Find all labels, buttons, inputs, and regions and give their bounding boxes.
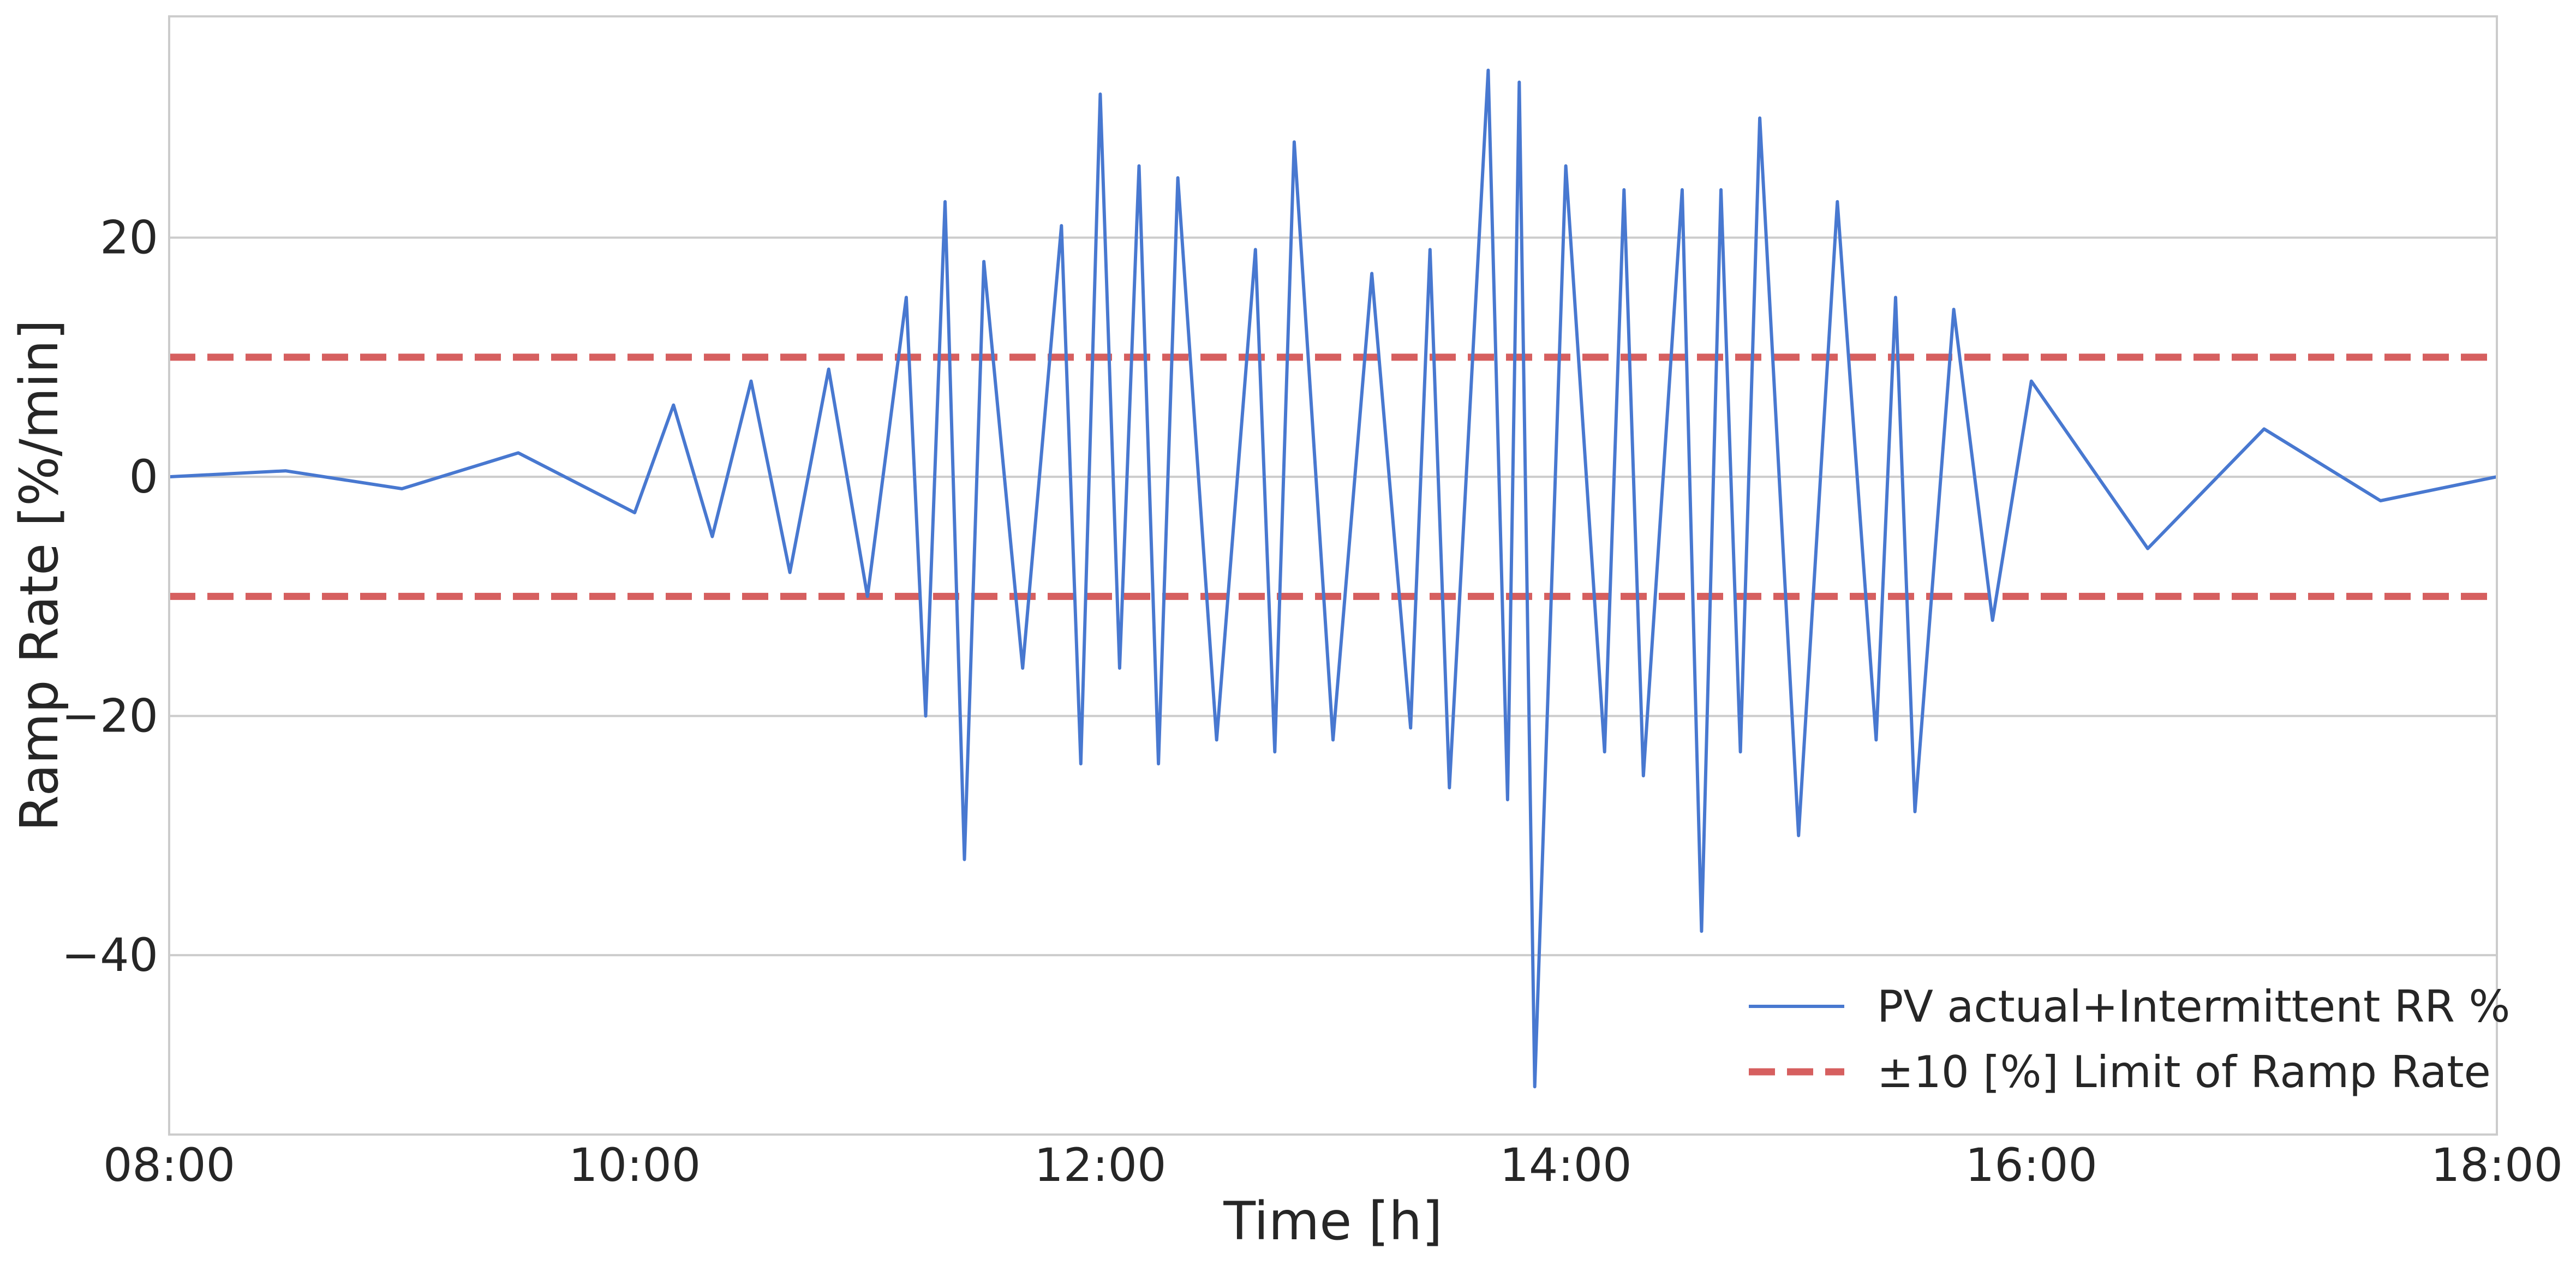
x-tick-label: 16:00 <box>1965 1138 2097 1192</box>
x-tick-label: 18:00 <box>2431 1138 2563 1192</box>
x-tick-label: 12:00 <box>1034 1138 1166 1192</box>
pv-ramp-rate-line <box>169 68 2497 1089</box>
legend-label-pv: PV actual+Intermittent RR % <box>1877 981 2510 1032</box>
y-tick-label: −40 <box>62 928 158 982</box>
x-axis-title: Time [h] <box>1223 1191 1442 1252</box>
legend: PV actual+Intermittent RR % ±10 [%] Limi… <box>1749 981 2510 1097</box>
x-tick-label: 14:00 <box>1500 1138 1632 1192</box>
y-tick-label: −20 <box>62 689 158 743</box>
legend-label-limit: ±10 [%] Limit of Ramp Rate <box>1877 1047 2491 1097</box>
x-tick-label: 10:00 <box>569 1138 701 1192</box>
y-tick-labels: 20 0 −20 −40 <box>62 211 158 982</box>
x-tick-label: 08:00 <box>103 1138 235 1192</box>
y-tick-label: 20 <box>100 211 158 265</box>
y-axis-title: Ramp Rate [%/min] <box>9 320 70 832</box>
plot-frame <box>168 15 2498 1136</box>
y-tick-label: 0 <box>129 450 158 503</box>
x-tick-labels: 08:00 10:00 12:00 14:00 16:00 18:00 <box>103 1138 2563 1192</box>
